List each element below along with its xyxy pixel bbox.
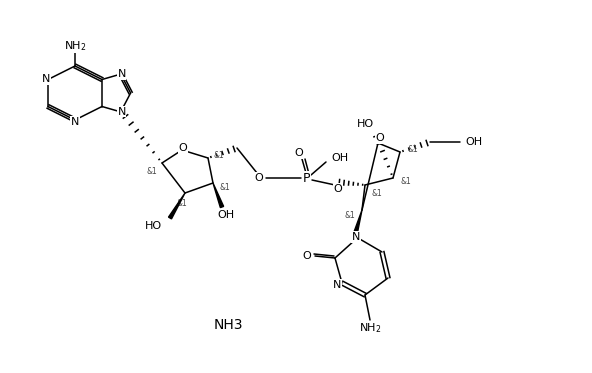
Text: &1: &1: [176, 200, 188, 209]
Polygon shape: [169, 193, 185, 219]
Text: NH$_2$: NH$_2$: [64, 39, 86, 53]
Text: NH$_2$: NH$_2$: [359, 321, 381, 335]
Text: HO: HO: [145, 221, 162, 231]
Text: &1: &1: [372, 188, 382, 197]
Text: O: O: [179, 143, 188, 153]
Text: OH: OH: [465, 137, 482, 147]
Text: OH: OH: [217, 210, 234, 220]
Text: OH: OH: [332, 153, 349, 163]
Text: &1: &1: [220, 184, 230, 192]
Polygon shape: [213, 183, 224, 208]
Text: N: N: [118, 69, 126, 79]
Text: &1: &1: [147, 167, 157, 176]
Text: N: N: [118, 107, 126, 117]
Text: &1: &1: [214, 150, 224, 160]
Text: HO: HO: [356, 119, 374, 129]
Text: P: P: [303, 172, 311, 185]
Text: &1: &1: [345, 210, 355, 219]
Text: N: N: [71, 117, 79, 127]
Text: N: N: [352, 232, 360, 242]
Text: O: O: [295, 148, 303, 158]
Text: &1: &1: [408, 144, 419, 154]
Text: O: O: [334, 184, 342, 194]
Text: NH3: NH3: [213, 318, 243, 332]
Text: &1: &1: [401, 176, 411, 185]
Polygon shape: [353, 210, 362, 235]
Text: N: N: [42, 75, 50, 85]
Text: O: O: [376, 133, 384, 143]
Text: N: N: [333, 280, 341, 290]
Text: O: O: [255, 173, 263, 183]
Text: O: O: [303, 251, 311, 261]
